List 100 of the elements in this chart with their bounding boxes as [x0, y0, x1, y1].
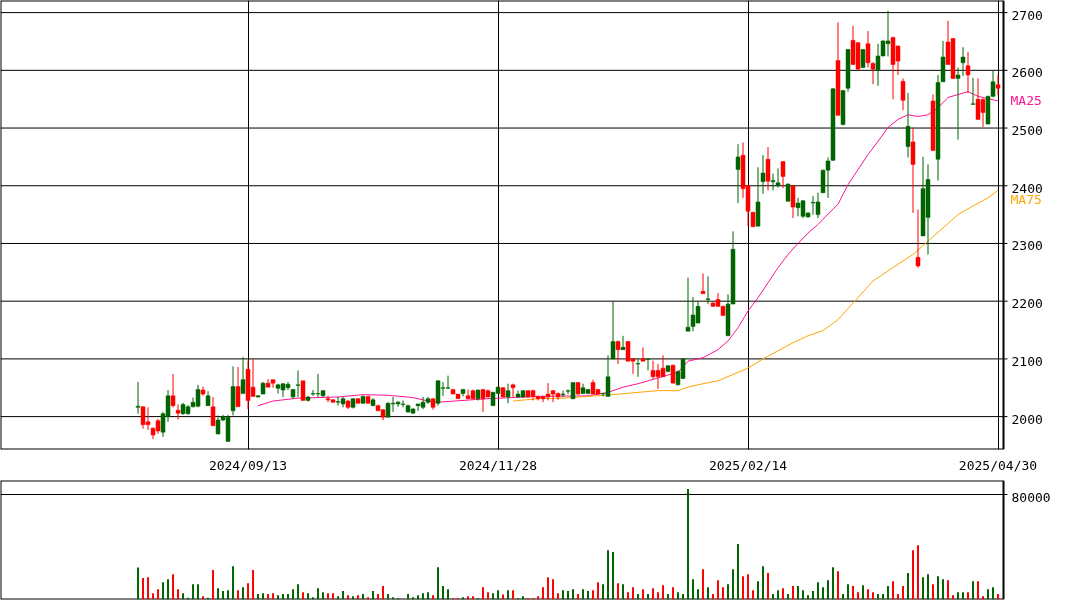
- bar: [907, 573, 909, 600]
- bar: [507, 590, 510, 600]
- bar: [182, 593, 185, 600]
- candlestick: [300, 380, 306, 401]
- bar: [192, 584, 195, 600]
- bar: [297, 584, 300, 600]
- bar: [752, 590, 755, 600]
- bar: [647, 594, 650, 600]
- y-tick-label: 80000: [1011, 489, 1051, 505]
- bar: [377, 594, 380, 600]
- bar: [622, 584, 625, 600]
- bar: [912, 550, 914, 600]
- bar: [692, 579, 695, 600]
- bar: [607, 550, 610, 600]
- bar: [447, 589, 450, 600]
- bar: [567, 591, 570, 600]
- bar: [917, 545, 919, 600]
- bar: [147, 577, 150, 600]
- bar: [577, 594, 580, 600]
- candlestick: [995, 74, 1001, 96]
- bar: [902, 586, 904, 600]
- x-tick-label: 2024/11/28: [458, 457, 538, 473]
- bar: [782, 588, 785, 600]
- bar: [852, 586, 855, 600]
- candlestick: [915, 208, 921, 269]
- bar: [512, 590, 515, 600]
- bar: [722, 587, 725, 600]
- bar: [197, 584, 200, 600]
- bar: [157, 589, 160, 600]
- bar: [742, 576, 745, 600]
- bar: [617, 583, 620, 600]
- bar: [552, 579, 555, 600]
- candlestick: [435, 379, 441, 407]
- candlestick: [965, 51, 971, 94]
- x-tick-label: 2024/09/13: [208, 457, 288, 473]
- bar: [987, 589, 989, 600]
- bar: [887, 586, 889, 600]
- bar: [922, 577, 924, 600]
- bar: [152, 593, 155, 600]
- bar: [627, 592, 630, 600]
- candlestick: [560, 390, 566, 398]
- y-tick-label: 2100: [1011, 353, 1043, 369]
- bar: [582, 589, 585, 600]
- bar: [327, 593, 330, 600]
- bar: [217, 588, 220, 600]
- bar: [662, 585, 665, 600]
- candlestick: [620, 335, 626, 351]
- bar: [597, 582, 600, 600]
- candlestick: [310, 389, 316, 397]
- candlestick: [510, 383, 516, 398]
- candlestick: [465, 388, 471, 400]
- candlestick: [650, 360, 656, 380]
- bar: [772, 594, 775, 600]
- bar: [872, 592, 874, 600]
- bar: [732, 569, 735, 600]
- bar: [877, 594, 879, 600]
- candlestick: [905, 92, 911, 158]
- bar: [827, 580, 830, 600]
- bar: [547, 577, 550, 600]
- bar: [167, 579, 170, 600]
- candlestick: [135, 381, 141, 415]
- bar: [307, 593, 310, 600]
- bar: [237, 590, 240, 600]
- bar: [372, 591, 375, 600]
- bar: [342, 591, 345, 600]
- bar: [837, 571, 840, 600]
- bar: [897, 594, 899, 600]
- bar: [407, 594, 410, 600]
- bar: [592, 590, 595, 600]
- candlestick: [765, 146, 771, 191]
- bar: [252, 570, 255, 600]
- bar: [437, 567, 440, 600]
- bar: [892, 581, 894, 600]
- bar: [492, 593, 495, 600]
- y-tick-label: 2300: [1011, 238, 1043, 254]
- bar: [757, 581, 760, 600]
- bar: [842, 594, 845, 600]
- bar: [927, 574, 929, 600]
- bar: [787, 594, 790, 600]
- bar: [282, 594, 285, 600]
- bar: [762, 566, 765, 600]
- bar: [832, 567, 835, 600]
- bar: [442, 586, 445, 600]
- bar: [997, 594, 999, 600]
- bar: [637, 594, 640, 600]
- candlestick: [210, 396, 216, 427]
- candlestick: [705, 275, 711, 305]
- bar: [302, 592, 305, 600]
- bar: [822, 587, 825, 600]
- bar: [932, 584, 934, 600]
- bar: [362, 594, 365, 600]
- candlestick: [445, 375, 451, 390]
- y-tick-label: 2200: [1011, 296, 1043, 312]
- bar: [867, 589, 869, 600]
- series-label: MA25: [1010, 92, 1042, 108]
- bar: [322, 592, 325, 600]
- bar: [967, 592, 969, 600]
- bar: [667, 594, 670, 600]
- bar: [482, 587, 485, 600]
- candlestick: [910, 126, 916, 214]
